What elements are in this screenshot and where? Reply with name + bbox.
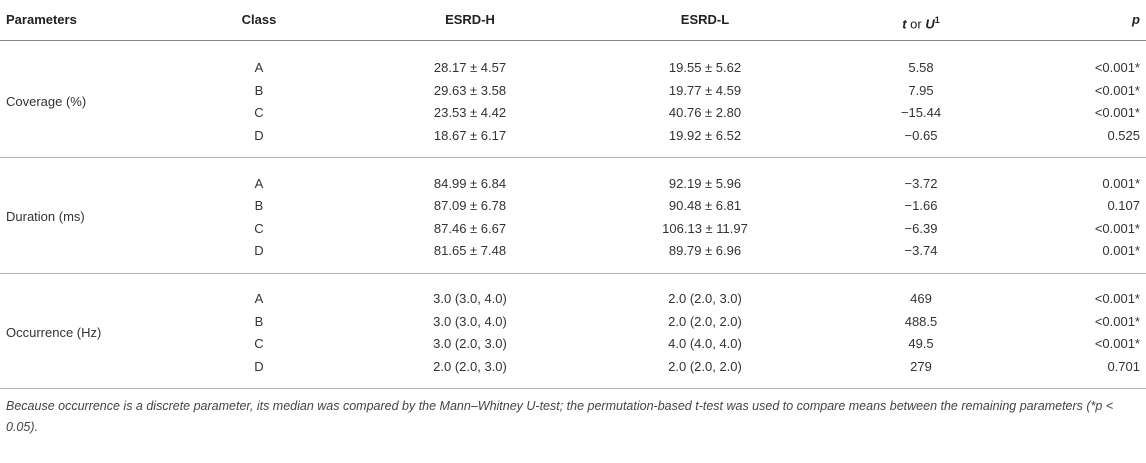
table-cell: −6.39 xyxy=(904,220,938,236)
table-cell: <0.001* xyxy=(1094,60,1140,75)
table-cell: C xyxy=(254,105,264,120)
table-cell: 0.525 xyxy=(1107,127,1140,143)
table-cell: 49.5 xyxy=(908,336,934,351)
table-cell: 90.48 ± 6.81 xyxy=(668,198,742,213)
table-cell: D xyxy=(254,127,264,143)
table-cell: 87.09 ± 6.78 xyxy=(433,198,507,213)
table-cell: 106.13 ± 11.97 xyxy=(662,220,748,236)
table-cell: D xyxy=(254,243,264,258)
table-cell: 92.19 ± 5.96 xyxy=(668,175,742,191)
table-cell: C xyxy=(254,336,264,351)
table-cell: 2.0 (2.0, 3.0) xyxy=(433,358,507,374)
table-cell: 5.58 xyxy=(908,60,934,75)
table-cell: 19.55 ± 5.62 xyxy=(668,60,742,75)
table-cell: D xyxy=(254,358,264,374)
table-cell: 18.67 ± 6.17 xyxy=(433,127,507,143)
table-cell: −15.44 xyxy=(900,105,942,120)
column-header: ESRD-H xyxy=(445,12,495,27)
header-rule xyxy=(0,40,1146,41)
table-cell: 3.0 (2.0, 3.0) xyxy=(433,336,507,351)
group-rule xyxy=(0,157,1146,158)
footnote: Because occurrence is a discrete paramet… xyxy=(6,399,1114,434)
table-cell: B xyxy=(254,198,264,213)
table-cell: −0.65 xyxy=(904,127,938,143)
column-header: p xyxy=(1132,12,1140,27)
table-cell: <0.001* xyxy=(1094,220,1140,236)
table-cell: 19.92 ± 6.52 xyxy=(668,127,742,143)
table-cell: 81.65 ± 7.48 xyxy=(433,243,507,258)
group-rule xyxy=(0,272,1146,274)
table-cell: 23.53 ± 4.42 xyxy=(433,105,507,120)
table-cell: 28.17 ± 4.57 xyxy=(433,60,507,75)
table-cell: 2.0 (2.0, 2.0) xyxy=(668,358,742,374)
header-part: U xyxy=(925,16,935,32)
table-cell: 84.99 ± 6.84 xyxy=(433,175,507,191)
column-header: ESRD-L xyxy=(680,12,730,27)
table-cell: 279 xyxy=(910,358,932,374)
column-header: t or U1 xyxy=(771,12,1071,32)
table-cell: B xyxy=(254,82,264,98)
group-label: Duration (ms) xyxy=(6,209,85,225)
table-cell: <0.001* xyxy=(1094,313,1140,329)
table-cell: <0.001* xyxy=(1094,291,1140,306)
table-cell: 40.76 ± 2.80 xyxy=(668,105,742,120)
table-cell: A xyxy=(254,60,264,75)
table-cell: 87.46 ± 6.67 xyxy=(433,220,507,236)
table-cell: 469 xyxy=(910,291,932,306)
table-cell: 3.0 (3.0, 4.0) xyxy=(433,313,507,329)
table-cell: B xyxy=(254,313,264,329)
table-cell: 2.0 (2.0, 2.0) xyxy=(668,313,742,329)
column-header: Parameters xyxy=(6,12,77,27)
header-part: or xyxy=(906,16,926,32)
table-cell: 0.001* xyxy=(1102,175,1140,191)
table-cell: −3.74 xyxy=(904,243,938,258)
header-part: 1 xyxy=(934,15,940,25)
table-cell: 3.0 (3.0, 4.0) xyxy=(433,291,507,306)
table-cell: 0.701 xyxy=(1107,358,1140,374)
table-cell: C xyxy=(254,220,264,236)
group-rule xyxy=(0,388,1146,389)
table-cell: 2.0 (2.0, 3.0) xyxy=(668,291,742,306)
column-header: Class xyxy=(241,12,277,27)
header-part: t xyxy=(902,16,907,32)
group-label: Coverage (%) xyxy=(6,93,87,109)
table-cell: −3.72 xyxy=(904,175,938,191)
group-label: Occurrence (Hz) xyxy=(6,324,102,340)
table-cell: 488.5 xyxy=(904,313,938,329)
table-cell: −1.66 xyxy=(904,198,938,213)
table-cell: 19.77 ± 4.59 xyxy=(668,82,742,98)
table-cell: 0.107 xyxy=(1107,198,1140,213)
table-cell: A xyxy=(254,291,264,306)
table-cell: 89.79 ± 6.96 xyxy=(668,243,742,258)
table-cell: <0.001* xyxy=(1094,336,1140,351)
table-cell: A xyxy=(254,175,264,191)
table-cell: 29.63 ± 3.58 xyxy=(433,82,507,98)
table-cell: <0.001* xyxy=(1094,82,1140,98)
table-cell: 7.95 xyxy=(908,82,934,98)
table-cell: <0.001* xyxy=(1094,105,1140,120)
table-cell: 0.001* xyxy=(1102,243,1140,258)
table-cell: 4.0 (4.0, 4.0) xyxy=(668,336,742,351)
